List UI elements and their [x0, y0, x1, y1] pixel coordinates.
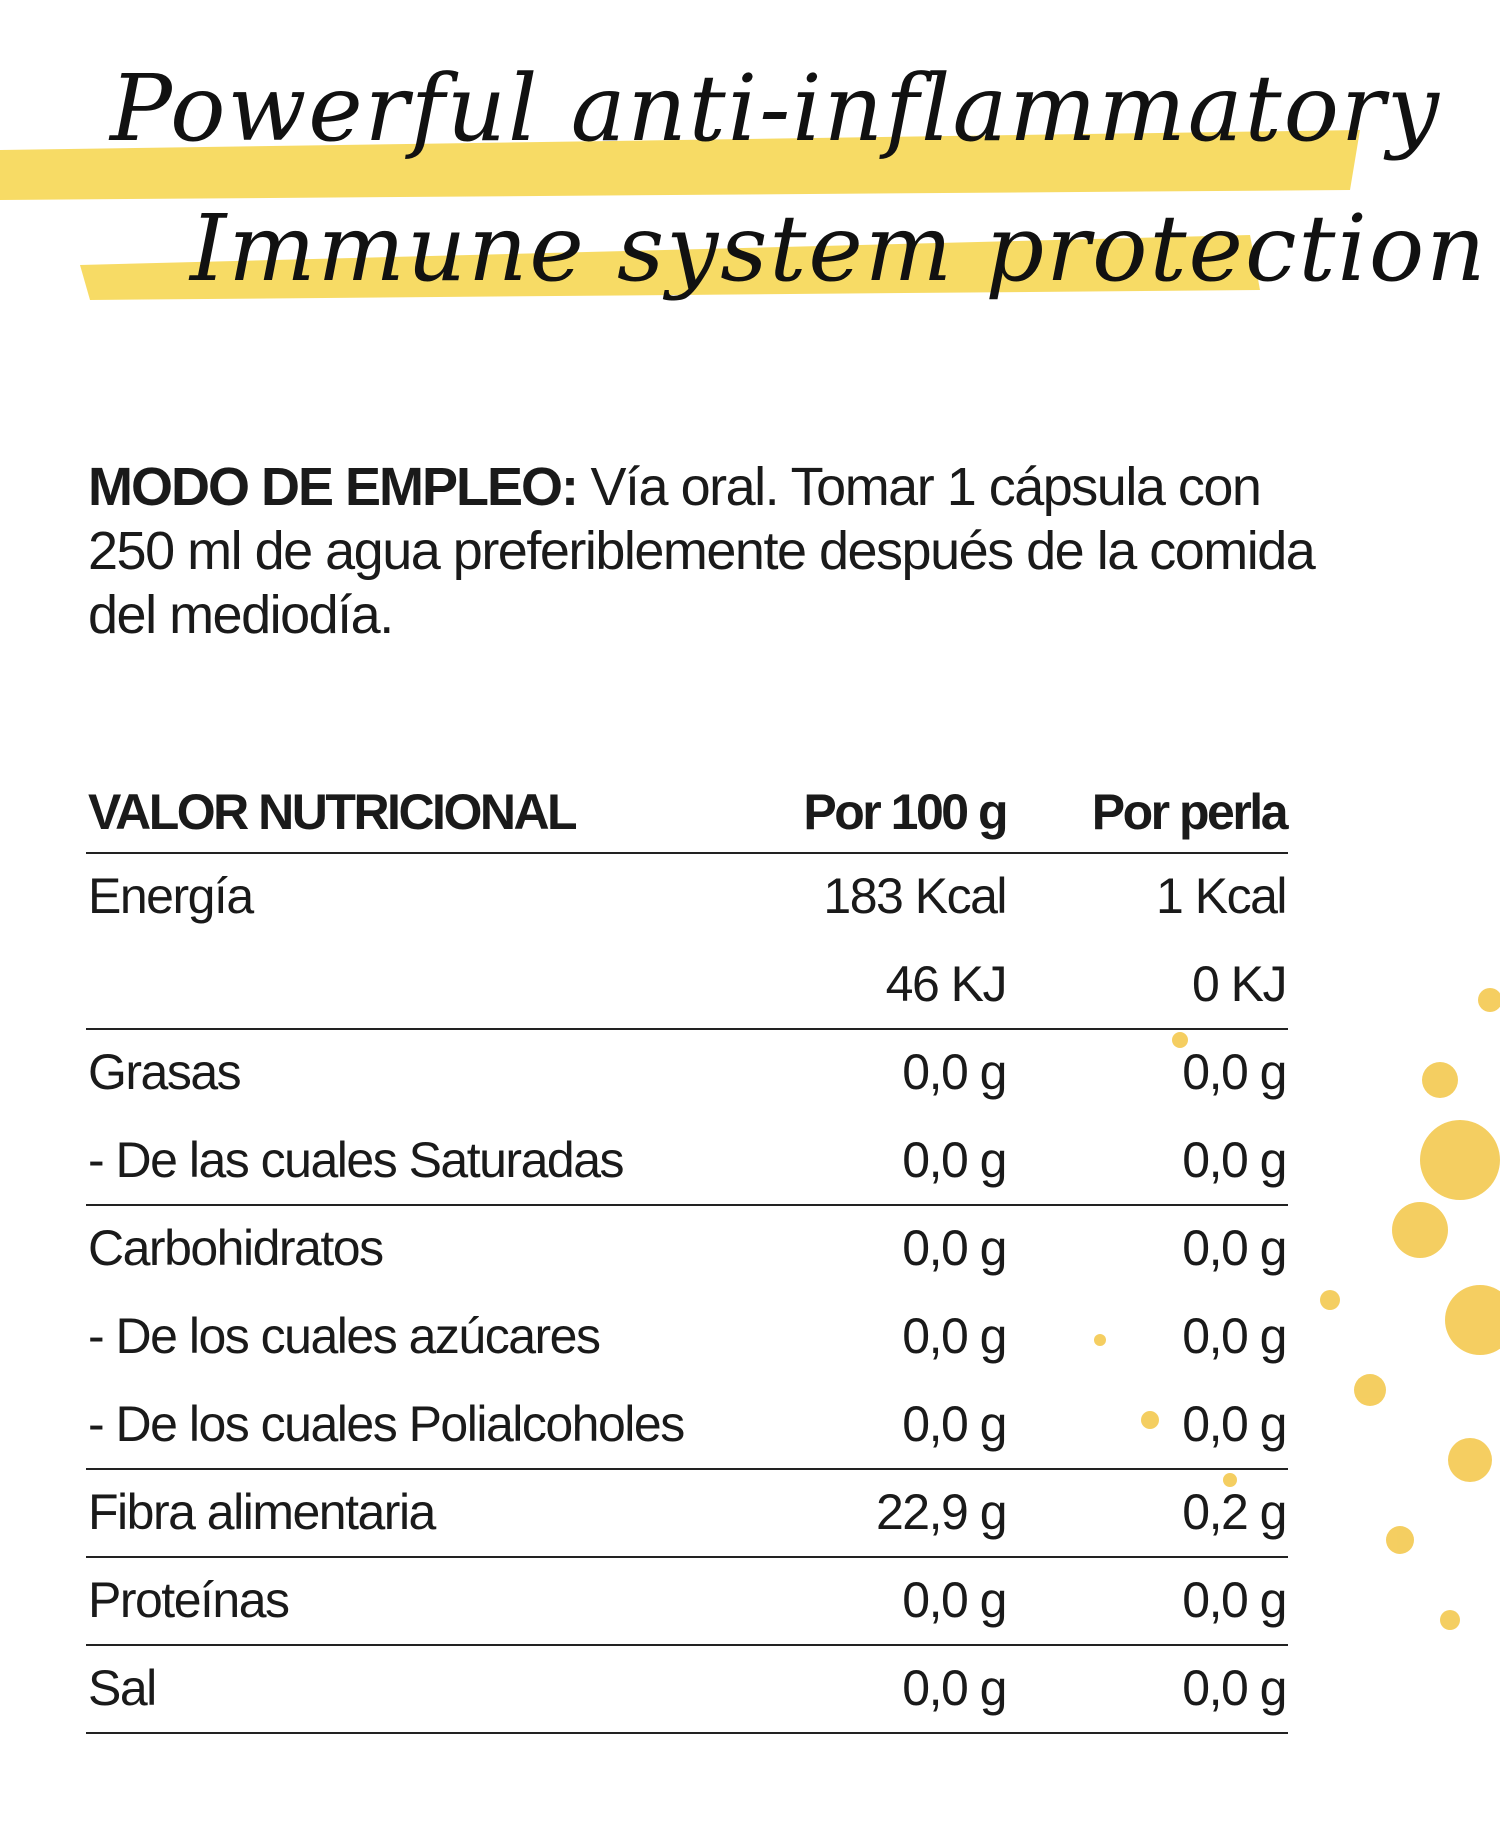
divider [86, 1204, 1288, 1206]
value: 0,0 g [902, 1220, 1007, 1276]
value: Por perla [1091, 784, 1289, 840]
value: 0,2 g [1182, 1484, 1287, 1540]
divider [86, 1556, 1288, 1558]
row-label: - De los cuales Polialcoholes [88, 1396, 685, 1452]
divider [86, 1468, 1288, 1470]
value: 0,0 g [1182, 1660, 1287, 1716]
value: 0,0 g [902, 1572, 1007, 1628]
value: 183 Kcal [823, 868, 1007, 924]
usage: MODO DE EMPLEO: Vía oral. Tomar 1 cápsul… [88, 455, 1348, 647]
row-label: Proteínas [88, 1572, 290, 1628]
value: 0,0 g [902, 1132, 1007, 1188]
row-label: Fibra alimentaria [88, 1484, 436, 1540]
row-label: VALOR NUTRICIONAL [88, 784, 578, 840]
value: 0 KJ [1191, 956, 1288, 1012]
value: 0,0 g [902, 1308, 1007, 1364]
row-label: - De las cuales Saturadas [88, 1132, 625, 1188]
value: 0,0 g [1182, 1396, 1287, 1452]
divider [86, 1732, 1288, 1734]
row-label: - De los cuales azúcares [88, 1308, 601, 1364]
divider [86, 1028, 1288, 1030]
usage-text: Vía oral. Tomar 1 cápsula con 250 ml de … [88, 457, 1316, 645]
value: 0,0 g [902, 1396, 1007, 1452]
divider [86, 1644, 1288, 1646]
value: 0,0 g [1182, 1220, 1287, 1276]
value: 0,0 g [1182, 1572, 1287, 1628]
divider [86, 852, 1288, 854]
usage-label: MODO DE EMPLEO: [88, 457, 579, 517]
row-label: Grasas [88, 1044, 242, 1100]
value: 0,0 g [1182, 1044, 1287, 1100]
value: Por 100 g [803, 784, 1008, 840]
value: 0,0 g [902, 1660, 1007, 1716]
row-label: Carbohidratos [88, 1220, 384, 1276]
value: 1 Kcal [1156, 868, 1287, 924]
row-label: Energía [88, 868, 254, 924]
value: 22,9 g [875, 1484, 1008, 1540]
value: 0,0 g [1182, 1308, 1287, 1364]
value: 0,0 g [1182, 1132, 1287, 1188]
row-label: Sal [88, 1660, 157, 1716]
headline: Immune system protection [190, 195, 1488, 302]
headline: Powerful anti-inflammatory [110, 55, 1441, 162]
value: 46 KJ [885, 956, 1008, 1012]
value: 0,0 g [902, 1044, 1007, 1100]
